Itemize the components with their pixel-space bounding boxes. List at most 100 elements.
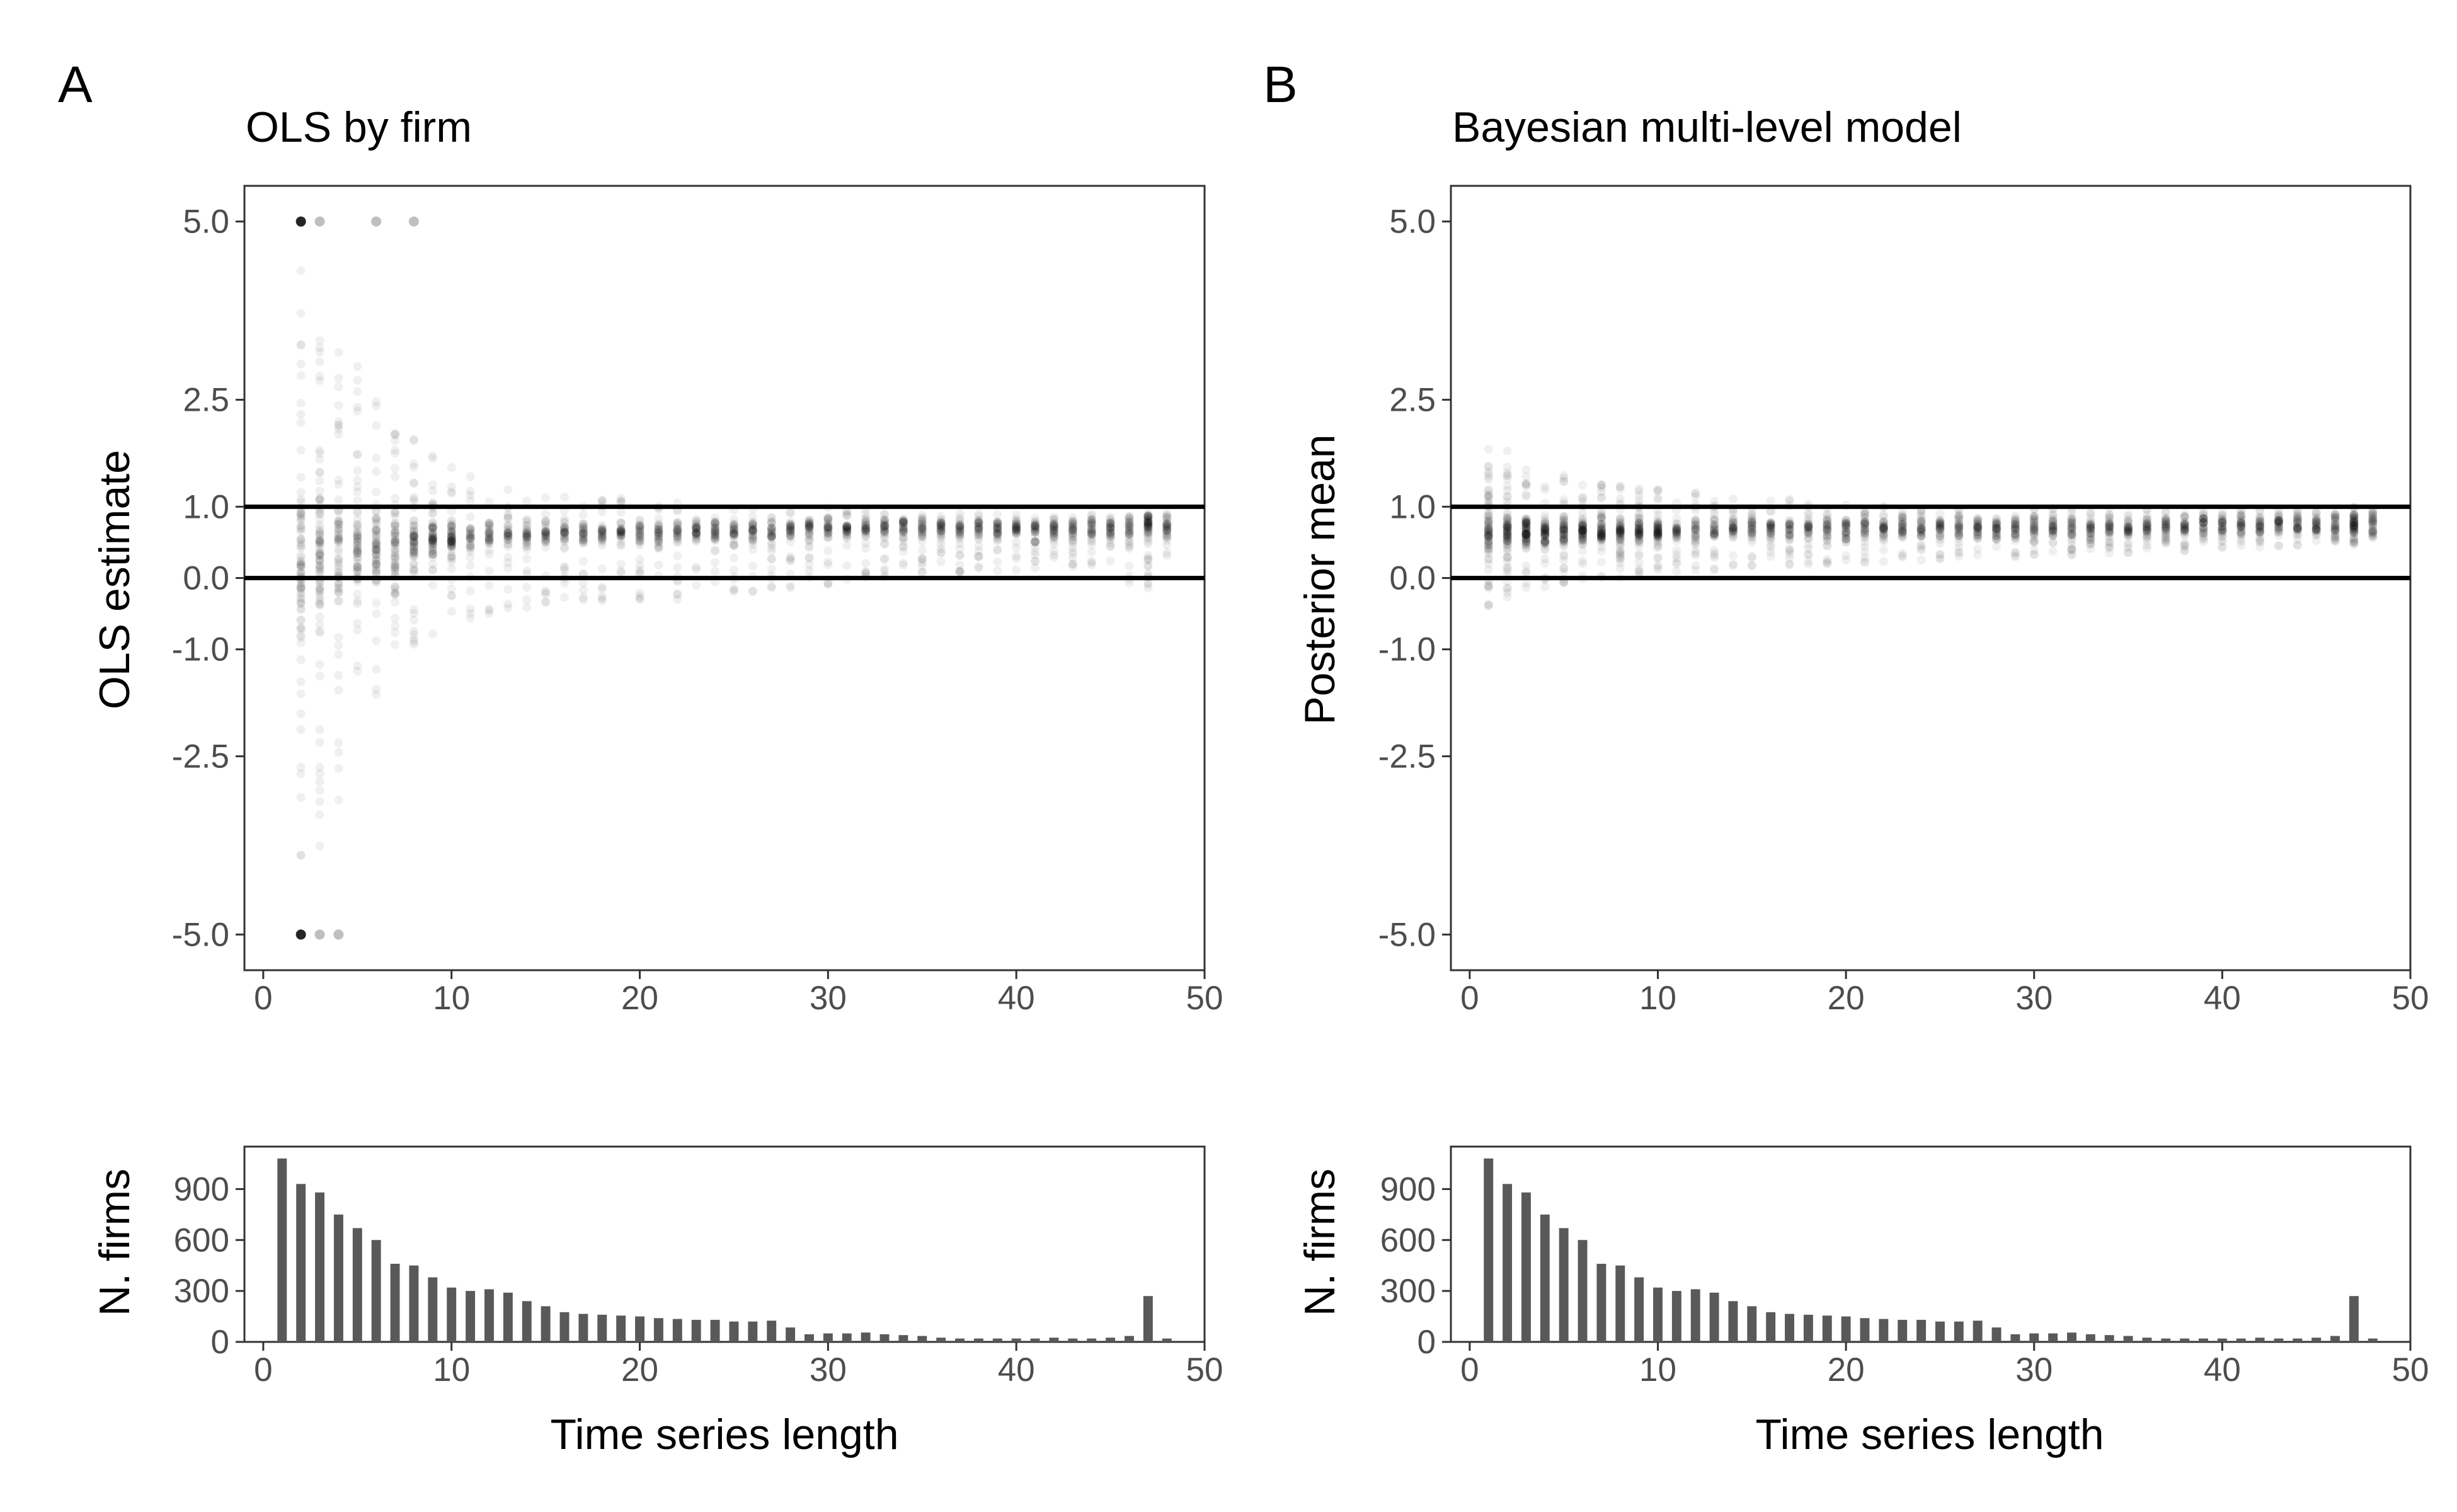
panel-b-hist-bar (2161, 1338, 2171, 1342)
panel-a-scatter-point (503, 528, 513, 537)
panel-a-scatter-point (409, 538, 418, 547)
panel-b-scatter-point (2180, 541, 2189, 550)
panel-a-hist-bar (1087, 1338, 1097, 1342)
panel-a-scatter-point (296, 309, 306, 318)
panel-a-scatter-point (409, 530, 418, 540)
panel-a-scatter-point (578, 519, 588, 529)
panel-a-scatter-point (428, 536, 437, 545)
panel-a-scatter-point (484, 529, 494, 539)
panel-b-hist-bar (2029, 1333, 2039, 1342)
panel-a-scatter-point (296, 604, 306, 614)
panel-a-scatter-point (315, 476, 324, 486)
panel-b-scatter-point (2218, 526, 2227, 536)
panel-a-scatter-point (315, 449, 324, 458)
panel-b-scatter-ytick-label: 2.5 (1389, 382, 1436, 419)
panel-a-scatter-point (372, 539, 381, 548)
panel-a-scatter-point (315, 620, 324, 629)
panel-a-scatter-point (296, 615, 306, 624)
panel-a-scatter-point (391, 590, 400, 599)
panel-a-scatter-point (541, 528, 551, 537)
panel-a-scatter-point (315, 596, 324, 605)
panel-a-scatter-point (315, 769, 324, 779)
panel-a-scatter-point (447, 532, 456, 542)
panel-a-scatter-point (842, 525, 852, 534)
panel-a-scatter-point (372, 690, 381, 699)
panel-b-scatter-point (1804, 532, 1813, 542)
panel-a-scatter-point (372, 559, 381, 569)
panel-b-hist-xtick-label: 30 (2015, 1351, 2053, 1389)
panel-b-hist-bar (1973, 1320, 1983, 1342)
panel-a-scatter-point (503, 513, 513, 523)
panel-a-scatter-point (391, 528, 400, 537)
panel-a-scatter-point (484, 609, 494, 618)
panel-a-scatter-point (372, 515, 381, 524)
panel-a-scatter-point (541, 527, 551, 537)
panel-a-scatter-point (334, 561, 343, 570)
panel-a-scatter-ytick-label: -5.0 (172, 916, 229, 953)
panel-a-scatter-point (447, 537, 456, 546)
panel-a-scatter-point (372, 684, 381, 694)
panel-a-scatter-point (541, 531, 551, 541)
panel-b-hist-bar (2010, 1334, 2020, 1342)
panel-a-scatter-point (466, 534, 475, 543)
panel-a-scatter-point (447, 522, 456, 531)
panel-a-scatter-point (315, 762, 324, 772)
panel-a-scatter-point (428, 535, 437, 544)
panel-a-scatter-point (409, 536, 418, 546)
panel-a-scatter-point (391, 531, 400, 541)
panel-a-scatter-point (1068, 549, 1077, 558)
panel-a-scatter-point (353, 544, 362, 554)
panel-a-scatter-point (315, 542, 324, 551)
panel-a-scatter-point (898, 518, 908, 527)
panel-b-scatter-point (1484, 559, 1493, 569)
panel-a-scatter-point (484, 529, 494, 539)
panel-a-scatter-point (353, 565, 362, 575)
panel-b-scatter-point (2161, 508, 2170, 518)
panel-a-scatter-point (447, 532, 456, 541)
panel-a-hist-bar (898, 1335, 908, 1342)
panel-a-scatter-point (466, 524, 475, 534)
panel-a-scatter-point (296, 488, 306, 497)
panel-a-scatter-point (391, 547, 400, 557)
panel-b-scatter-point (2010, 548, 2020, 558)
panel-a-scatter-point (428, 547, 437, 556)
panel-a-scatter-point (315, 536, 324, 546)
panel-a-hist-bar (936, 1337, 946, 1342)
panel-a-scatter-point (315, 738, 324, 747)
panel-a-scatter-point (409, 546, 418, 555)
panel-a-scatter-point (409, 546, 418, 556)
panel-a-scatter-point (823, 512, 833, 522)
panel-a-scatter-point (541, 538, 551, 547)
panel-a-scatter-point (372, 544, 381, 554)
panel-a-scatter-point (578, 528, 588, 537)
panel-a-scatter-point (315, 563, 324, 573)
panel-a-scatter-point (428, 530, 437, 540)
panel-a-scatter-point (296, 553, 306, 562)
panel-a-scatter-point (334, 564, 343, 573)
panel-b-scatter-points (1484, 445, 2378, 610)
panel-b-scatter-point (1728, 533, 1738, 542)
panel-b-scatter-point (1521, 530, 1531, 539)
panel-a-scatter-point (560, 524, 569, 534)
panel-a-scatter-point (296, 563, 306, 572)
panel-a-scatter-point (861, 568, 871, 577)
panel-a-scatter-point (296, 538, 306, 547)
panel-a-scatter-point (936, 548, 946, 558)
panel-a-scatter-point (522, 535, 532, 544)
panel-a-scatter-point (466, 587, 475, 596)
panel-a-scatter-point (616, 540, 626, 549)
panel-a-scatter-point (391, 559, 400, 569)
panel-a-scatter-point (428, 559, 437, 569)
panel-a-scatter-point (560, 523, 569, 532)
panel-a-scatter-point (503, 525, 513, 535)
panel-a-scatter-point (372, 545, 381, 554)
panel-a-scatter-point (503, 534, 513, 544)
panel-b-scatter-point (2105, 517, 2114, 526)
panel-a-scatter-point (447, 530, 456, 540)
panel-b-scatter-point (2086, 509, 2095, 518)
panel-b-scatter-point (1710, 531, 1719, 541)
panel-a-scatter-point (447, 541, 456, 550)
panel-a-scatter-point (372, 518, 381, 527)
panel-a-scatter-point (503, 553, 513, 562)
panel-a-scatter-point (296, 535, 306, 544)
